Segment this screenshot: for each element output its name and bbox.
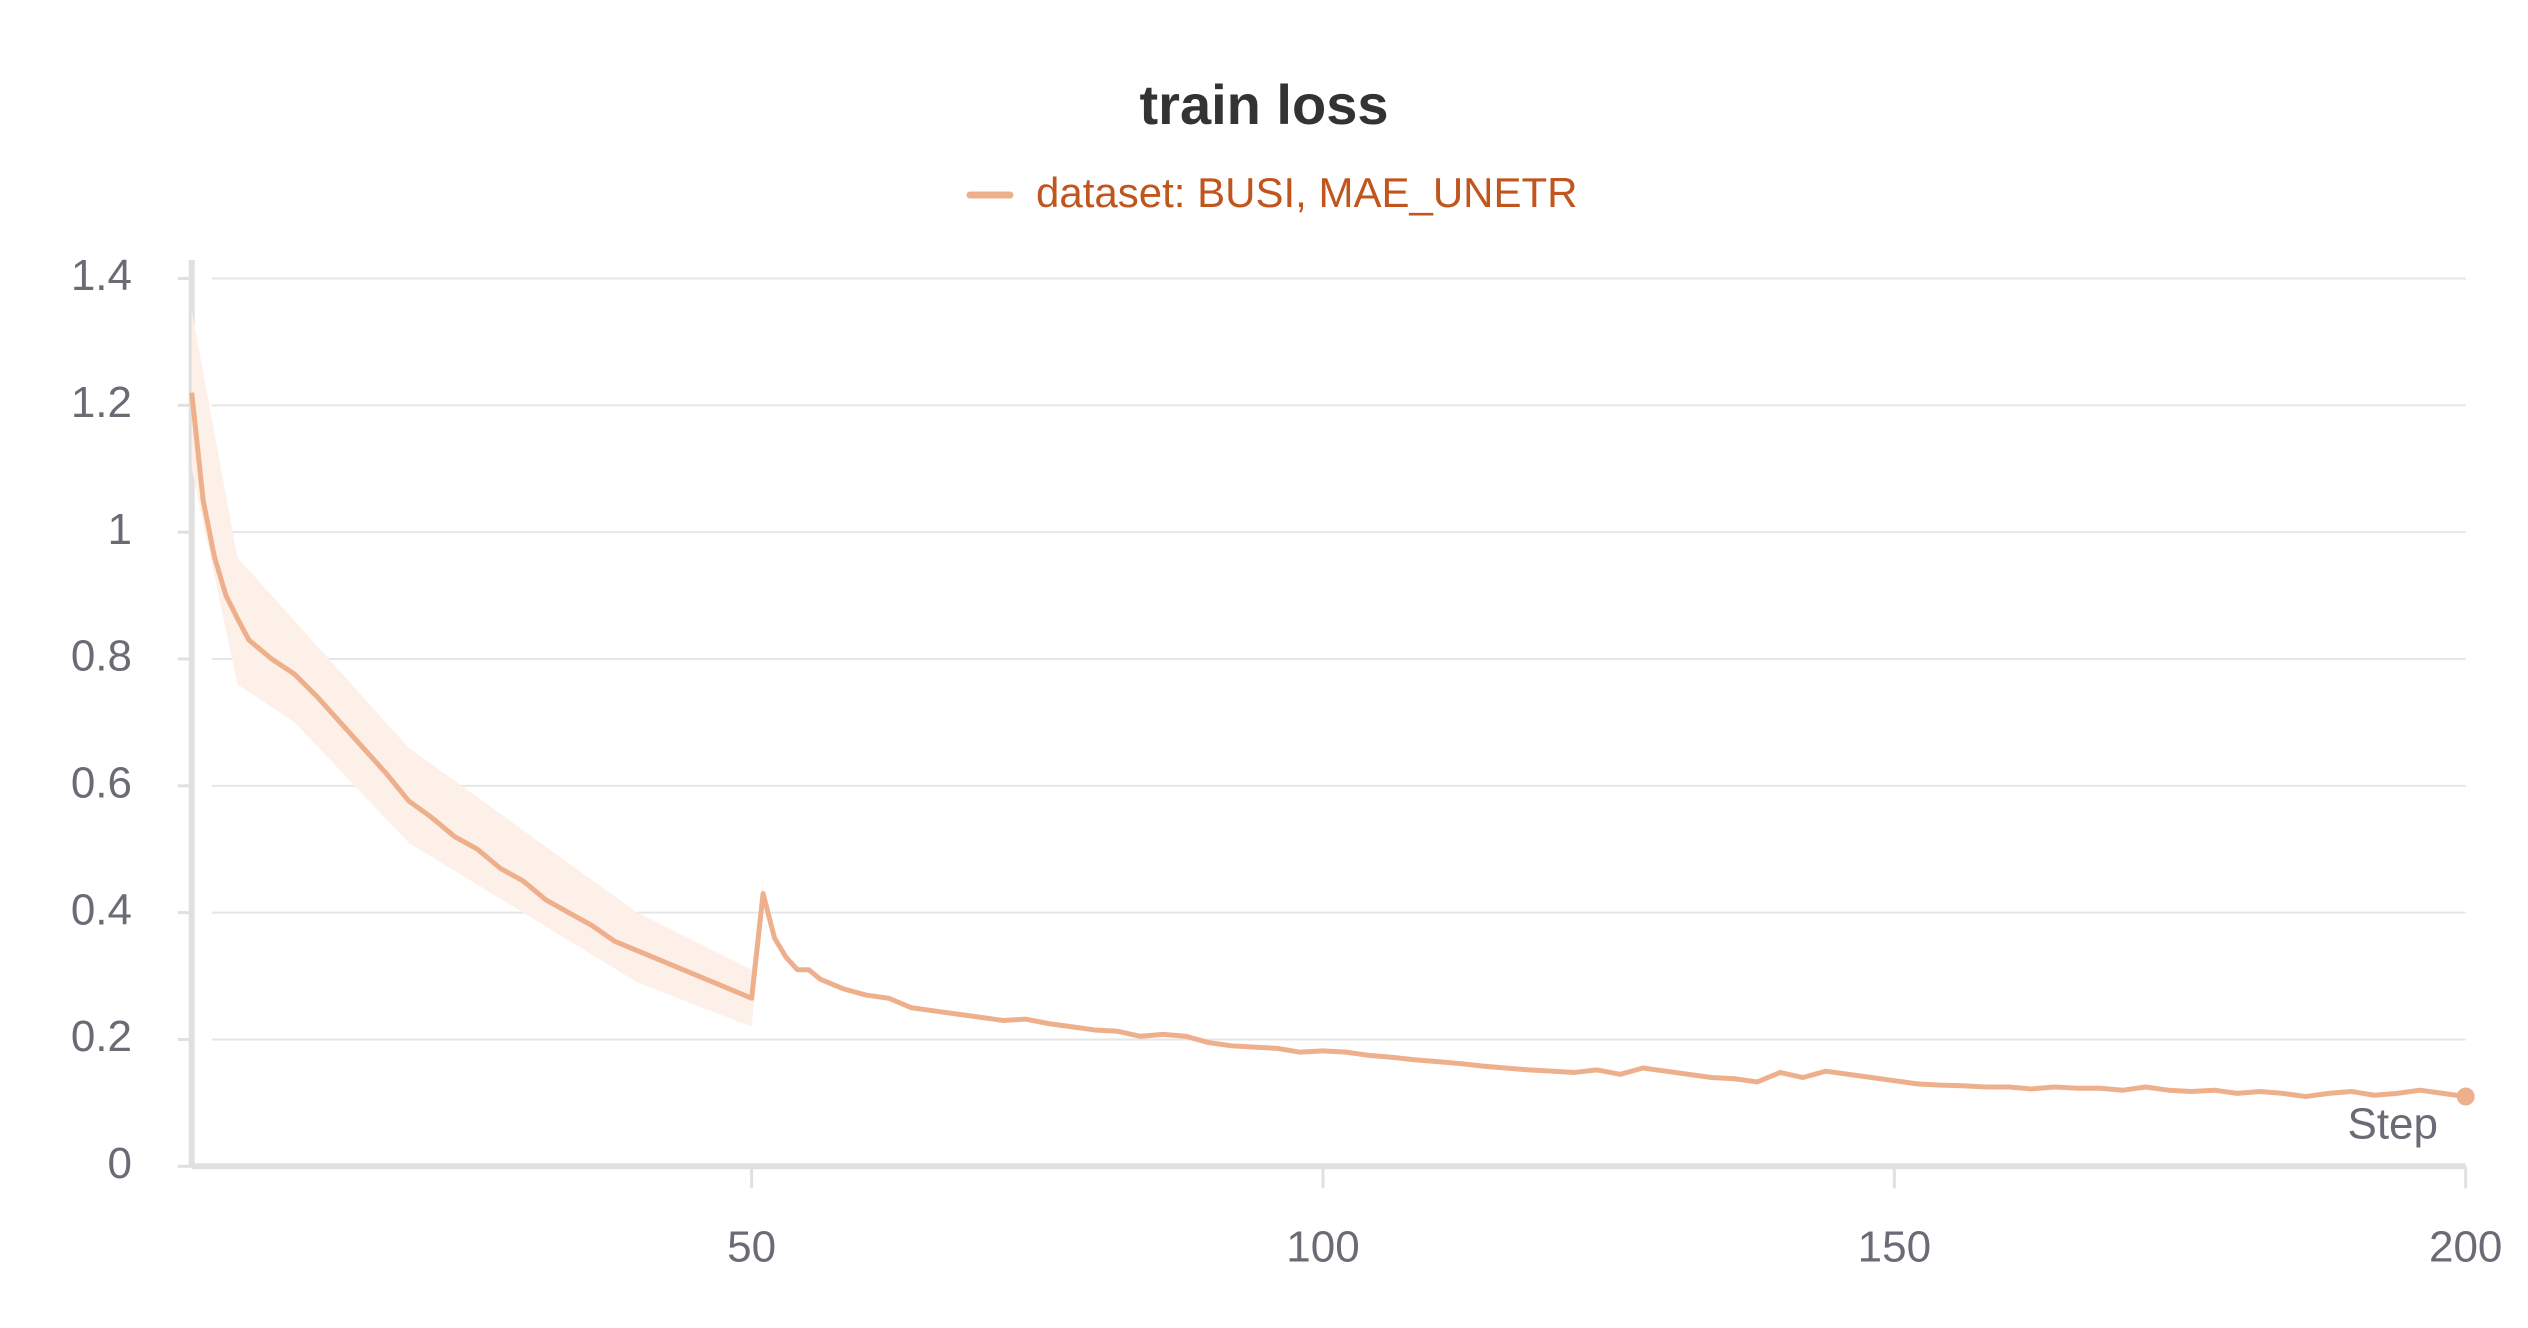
x-tick-label: 100 [1286,1223,1359,1272]
x-tick-label: 50 [727,1223,776,1272]
y-tick-label: 0.4 [71,885,132,934]
end-point [2456,1087,2475,1106]
y-tick-label: 1.2 [71,378,132,427]
x-tick-label: 150 [1858,1223,1931,1272]
legend-label: dataset: BUSI, MAE_UNETR [1036,169,1578,216]
x-tick-label: 200 [2429,1223,2502,1272]
y-tick-label: 1 [108,505,132,554]
y-tick-label: 0.2 [71,1012,132,1061]
x-axis-label: Step [2347,1100,2438,1149]
range-band [191,310,764,1027]
y-tick-label: 0.8 [71,632,132,681]
y-tick-label: 0 [108,1139,132,1188]
chart-title: train loss [1140,73,1389,136]
line-series [189,392,2467,1100]
y-tick-label: 1.4 [71,251,132,300]
y-tick-label: 0.6 [71,758,132,807]
